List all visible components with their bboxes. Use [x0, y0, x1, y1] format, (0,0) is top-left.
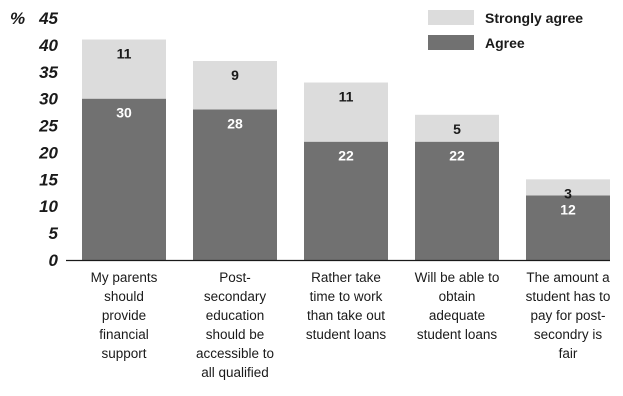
bar-strongly-agree [82, 39, 166, 99]
y-unit-label: % [10, 9, 25, 28]
y-tick-label: 0 [49, 251, 59, 270]
bar-agree [193, 109, 277, 260]
y-tick-label: 10 [39, 197, 58, 216]
value-label: 3 [564, 185, 572, 201]
y-tick-label: 5 [49, 224, 59, 243]
y-tick-label: 25 [38, 117, 58, 136]
y-tick-label: 30 [39, 90, 58, 109]
y-tick-label: 20 [38, 143, 58, 162]
value-label: 28 [227, 115, 243, 131]
legend: Strongly agree Agree [428, 10, 583, 51]
bar-strongly-agree [304, 82, 388, 142]
category-label: Post-secondary education should be accessib… [196, 270, 274, 380]
value-label: 11 [339, 89, 354, 105]
legend-swatch [428, 10, 474, 25]
legend-label: Strongly agree [485, 10, 583, 26]
value-label: 5 [453, 121, 461, 137]
y-tick-label: 15 [39, 170, 58, 189]
y-tick-label: 40 [38, 36, 58, 55]
category-label: The amount a student has to pay for post-s… [526, 270, 611, 361]
bar-agree [304, 141, 388, 260]
category-label: Rather take time to work than take out stud… [306, 270, 387, 342]
y-axis: % 0 5 10 15 20 25 30 35 40 45 [10, 9, 59, 270]
bar-strongly-agree [193, 61, 277, 110]
bars [82, 39, 610, 261]
category-label: Will be able to obtain adequate student loa… [415, 270, 500, 342]
value-label: 22 [338, 148, 354, 164]
bar-strongly-agree [415, 114, 499, 142]
x-axis: My parents should provide financial support P… [66, 259, 611, 380]
value-label: 30 [116, 105, 132, 121]
y-tick-label: 35 [39, 63, 58, 82]
bar-agree [415, 141, 499, 260]
value-label: 11 [117, 46, 132, 62]
category-label: My parents should provide financial support [91, 270, 158, 361]
value-label: 9 [231, 67, 239, 83]
value-labels: 30 11 28 9 22 11 22 5 123 [116, 46, 576, 218]
value-label: 22 [449, 148, 465, 164]
bar-strongly-agree [526, 179, 610, 196]
bar-agree [82, 98, 166, 261]
y-tick-label: 45 [38, 9, 58, 28]
value-label: 12 [560, 201, 576, 217]
legend-label: Agree [485, 35, 525, 51]
legend-swatch [428, 35, 474, 50]
bar-agree [526, 195, 610, 260]
